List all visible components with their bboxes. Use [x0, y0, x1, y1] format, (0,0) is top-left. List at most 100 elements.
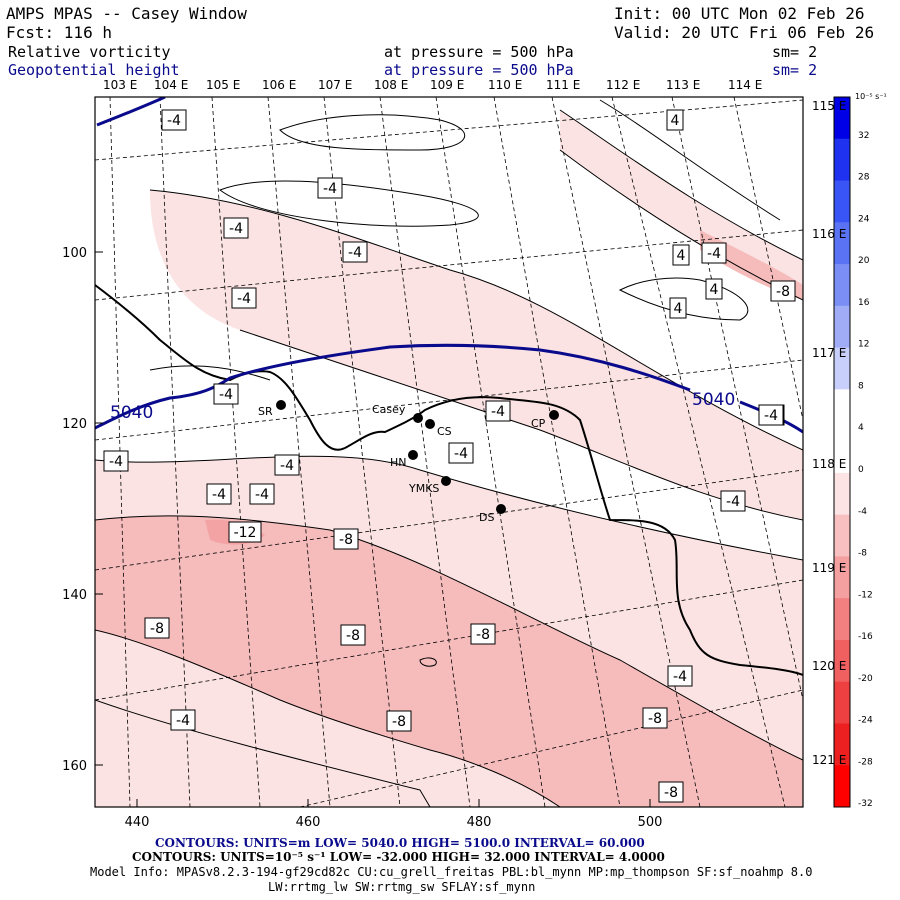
height-contour-info: CONTOURS: UNITS=m LOW= 5040.0 HIGH= 5100… — [155, 836, 645, 850]
colorbar-labels: 32 28 24 20 16 12 8 4 0 -4 -8 -12 -16 -20 -24 -28 -32 — [858, 131, 873, 809]
init-time: Init: 00 UTC Mon 02 Feb 26 — [614, 4, 865, 23]
station-group: SR Casey CS HN CP YMKS DS — [258, 400, 559, 524]
colorbar-label: -4 — [858, 507, 867, 517]
y-tick-label: 100 — [62, 246, 87, 261]
vorticity-label: 4 — [671, 113, 680, 129]
vorticity-label: -4 — [167, 113, 181, 129]
station-label: Casey — [372, 403, 406, 416]
vorticity-label-box — [206, 483, 232, 505]
field1-pressure: at pressure = 500 hPa — [384, 43, 574, 61]
vorticity-label: -4 — [109, 454, 123, 470]
colorbar-segment — [834, 598, 850, 641]
vorticity-label: -4 — [280, 458, 294, 474]
lon-label: 103 E — [103, 78, 137, 92]
colorbar-label: 20 — [858, 256, 870, 266]
colorbar-segment — [834, 681, 850, 724]
vorticity-label-box — [342, 241, 368, 263]
vorticity-label-box — [161, 109, 187, 131]
lon-label: 112 E — [606, 78, 640, 92]
vorticity-label-box — [666, 109, 684, 131]
valid-time: Valid: 20 UTC Fri 06 Feb 26 — [614, 23, 875, 42]
vorticity-label: -4 — [454, 446, 468, 462]
lon-label: 106 E — [262, 78, 296, 92]
lon-label: 115 E — [812, 99, 846, 113]
vorticity-label: -8 — [339, 532, 353, 548]
station-marker-casey — [413, 413, 423, 423]
colorbar-label: -32 — [858, 799, 873, 809]
colorbar-label: 0 — [858, 465, 864, 475]
lon-label: 104 E — [154, 78, 188, 92]
station-label: SR — [258, 405, 273, 418]
vorticity-label: -4 — [726, 494, 740, 510]
colorbar-label: -12 — [858, 590, 873, 600]
colorbar — [834, 97, 850, 808]
vorticity-label-box — [770, 280, 796, 302]
lon-label: 120 E — [812, 659, 846, 673]
vorticity-label: 4 — [674, 301, 683, 317]
vorticity-label-box — [170, 709, 196, 731]
y-tick-label: 160 — [62, 759, 87, 774]
vorticity-label: -4 — [323, 181, 337, 197]
map-title: AMPS MPAS -- Casey Window — [6, 4, 247, 23]
x-tick-label: 500 — [638, 815, 663, 830]
x-tick-label: 460 — [296, 815, 321, 830]
station-marker-ds — [496, 504, 506, 514]
lon-label: 118 E — [812, 457, 846, 471]
x-tick-label: 440 — [125, 815, 150, 830]
field2-pressure: at pressure = 500 hPa — [384, 61, 574, 79]
model-info-2: LW:rrtmg_lw SW:rrtmg_sw SFLAY:sf_mynn — [268, 880, 536, 894]
height-label: 5040 — [110, 403, 153, 423]
vorticity-label-box — [213, 383, 239, 405]
colorbar-segment — [834, 472, 850, 516]
lon-label: 116 E — [812, 227, 846, 241]
colorbar-segment — [834, 138, 850, 182]
field2-smoothing: sm= 2 — [772, 61, 818, 79]
colorbar-label: -20 — [858, 674, 873, 684]
vorticity-label-box — [223, 217, 249, 239]
lon-label: 105 E — [206, 78, 240, 92]
vorticity-label: -4 — [764, 408, 778, 424]
colorbar-segment — [834, 222, 850, 265]
height-contour-5040 — [96, 97, 166, 127]
vort-shade-medium — [95, 515, 803, 807]
colorbar-segment — [834, 347, 850, 390]
vorticity-label-box — [144, 617, 170, 639]
vorticity-label-box — [103, 450, 129, 472]
vorticity-label: -4 — [176, 713, 190, 729]
y-axis-labels: 100 120 140 160 — [62, 246, 87, 774]
vorticity-label: -8 — [476, 627, 490, 643]
lon-label: 110 E — [488, 78, 522, 92]
colorbar-segment — [834, 264, 850, 307]
vorticity-label-box — [658, 781, 684, 803]
colorbar-label: -8 — [858, 549, 867, 559]
vorticity-label-box — [333, 528, 359, 550]
lon-label: 109 E — [430, 78, 464, 92]
plot-frame — [94, 96, 804, 808]
vorticity-label: 4 — [710, 282, 719, 298]
vorticity-label: -12 — [234, 525, 257, 541]
right-longitude-labels: 115 E 116 E 117 E 118 E 119 E 120 E 121 … — [812, 99, 846, 767]
colorbar-segment — [834, 556, 850, 599]
colorbar-label: -16 — [858, 632, 873, 642]
vorticity-label: -4 — [491, 404, 505, 420]
colorbar-segment — [834, 431, 850, 474]
station-label: CP — [531, 417, 546, 430]
colorbar-segment — [834, 305, 850, 349]
station-marker-cp — [549, 410, 559, 420]
axis-ticks — [95, 251, 651, 807]
lon-label: 108 E — [374, 78, 408, 92]
station-marker-sr — [276, 400, 286, 410]
vorticity-label-box — [386, 710, 412, 732]
colorbar-segment — [834, 765, 850, 808]
y-tick-label: 140 — [62, 588, 87, 603]
vorticity-label: -8 — [392, 714, 406, 730]
latlon-grid — [95, 97, 803, 807]
colorbar-segment — [834, 723, 850, 766]
vorticity-label: -4 — [212, 487, 226, 503]
lon-label: 117 E — [812, 346, 846, 360]
field2-name: Geopotential height — [8, 61, 180, 79]
vorticity-label-box — [672, 244, 690, 266]
height-labels: 5040 5040 — [110, 390, 735, 423]
vorticity-label-box — [274, 454, 300, 476]
vorticity-label: -4 — [673, 669, 687, 685]
